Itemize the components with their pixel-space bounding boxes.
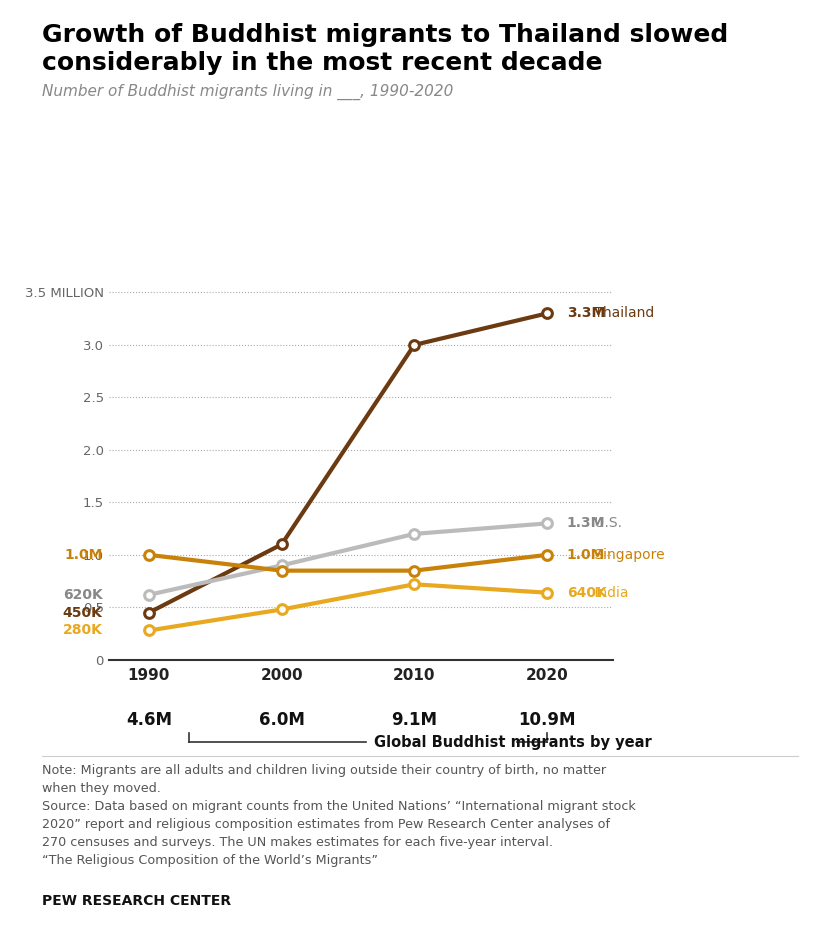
Text: Note: Migrants are all adults and children living outside their country of birth: Note: Migrants are all adults and childr…: [42, 764, 636, 867]
Text: 10.9M: 10.9M: [518, 711, 575, 729]
Text: U.S.: U.S.: [591, 517, 622, 531]
Text: 620K: 620K: [63, 588, 102, 602]
Text: Global Buddhist migrants by year: Global Buddhist migrants by year: [375, 735, 652, 750]
Text: Singapore: Singapore: [591, 548, 665, 562]
Text: 450K: 450K: [63, 606, 102, 620]
Text: Thailand: Thailand: [591, 306, 654, 320]
Text: considerably in the most recent decade: considerably in the most recent decade: [42, 51, 602, 76]
Text: 280K: 280K: [63, 623, 102, 637]
Text: 1.0M: 1.0M: [64, 548, 102, 562]
Text: PEW RESEARCH CENTER: PEW RESEARCH CENTER: [42, 894, 231, 908]
Text: 640K: 640K: [567, 586, 606, 600]
Text: 1.3M: 1.3M: [567, 517, 605, 531]
Text: 1.0M: 1.0M: [567, 548, 605, 562]
Text: 9.1M: 9.1M: [391, 711, 438, 729]
Text: 4.6M: 4.6M: [126, 711, 172, 729]
Text: 3.3M: 3.3M: [567, 306, 605, 320]
Text: India: India: [591, 586, 629, 600]
Text: 6.0M: 6.0M: [259, 711, 305, 729]
Text: Number of Buddhist migrants living in ___, 1990-2020: Number of Buddhist migrants living in __…: [42, 84, 454, 100]
Text: Growth of Buddhist migrants to Thailand slowed: Growth of Buddhist migrants to Thailand …: [42, 23, 728, 48]
